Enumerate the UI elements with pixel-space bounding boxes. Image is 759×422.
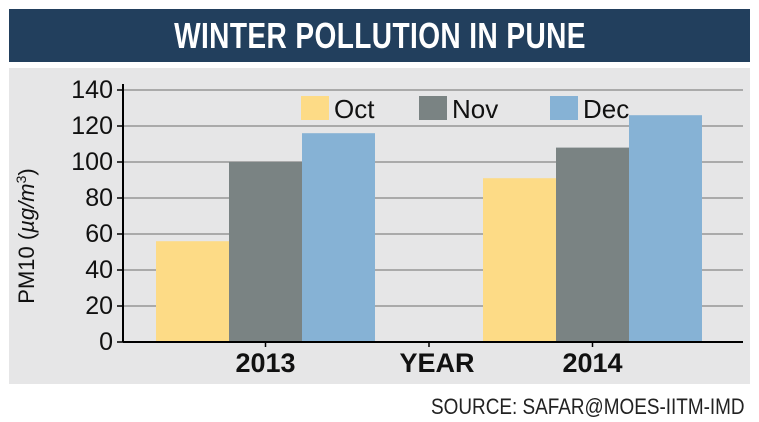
chart-panel: 0 20 40 60 80 100 120 140 2013 2014 YEAR PM10 (µg/m… bbox=[9, 68, 750, 384]
y-tick-label: 80 bbox=[85, 184, 113, 212]
legend-label-dec: Dec bbox=[583, 94, 629, 124]
legend-label-nov: Nov bbox=[452, 94, 498, 124]
legend-label-oct: Oct bbox=[334, 94, 375, 124]
y-tick-label: 60 bbox=[85, 220, 113, 248]
bar-dec-2014 bbox=[629, 115, 702, 342]
chart-title: WINTER POLLUTION IN PUNE bbox=[173, 14, 586, 56]
bar-oct-2014 bbox=[483, 178, 556, 342]
y-tick-label: 140 bbox=[71, 76, 113, 104]
bar-nov-2014 bbox=[556, 147, 629, 342]
legend-swatch-oct bbox=[301, 96, 329, 120]
chart-title-bar: WINTER POLLUTION IN PUNE bbox=[9, 9, 750, 62]
bar-chart: 0 20 40 60 80 100 120 140 2013 2014 YEAR PM10 (µg/m… bbox=[13, 76, 743, 378]
legend-swatch-dec bbox=[550, 96, 578, 120]
bar-dec-2013 bbox=[302, 133, 375, 342]
y-tick-label: 20 bbox=[85, 292, 113, 320]
x-tick-label-2014: 2014 bbox=[562, 348, 622, 378]
y-axis-label: PM10 (µg/m3) bbox=[13, 168, 39, 303]
x-tick-label-2013: 2013 bbox=[235, 348, 295, 378]
bar-oct-2013 bbox=[156, 241, 229, 342]
y-tick-label: 0 bbox=[99, 328, 113, 356]
source-credit: SOURCE: SAFAR@MOES-IITM-IMD bbox=[431, 394, 745, 419]
y-tick-label: 120 bbox=[71, 112, 113, 140]
y-tick-label: 100 bbox=[71, 148, 113, 176]
x-axis-label: YEAR bbox=[399, 348, 474, 378]
bar-nov-2013 bbox=[229, 162, 302, 342]
y-tick-label: 40 bbox=[85, 256, 113, 284]
legend-swatch-nov bbox=[419, 96, 447, 120]
